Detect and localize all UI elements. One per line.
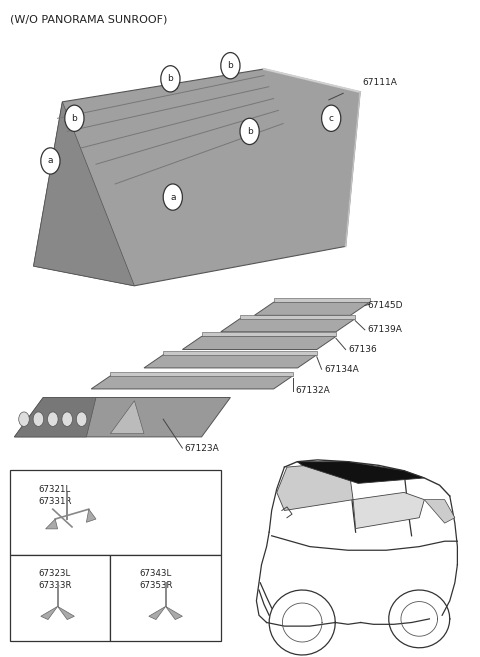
Polygon shape [277, 462, 353, 510]
Text: a: a [19, 478, 24, 487]
Circle shape [161, 66, 180, 92]
Polygon shape [182, 336, 336, 350]
Circle shape [62, 412, 72, 426]
Text: 67136: 67136 [348, 345, 377, 354]
Text: 67134A: 67134A [324, 365, 359, 374]
Text: b: b [228, 61, 233, 70]
Circle shape [240, 118, 259, 145]
Bar [110, 555, 221, 641]
Text: 67343L: 67343L [139, 569, 171, 578]
Polygon shape [254, 302, 370, 315]
Polygon shape [86, 509, 96, 522]
Circle shape [115, 556, 130, 578]
Text: 67139A: 67139A [367, 325, 402, 334]
Polygon shape [14, 397, 96, 437]
Text: 67333R: 67333R [38, 581, 72, 590]
Polygon shape [424, 500, 455, 523]
Circle shape [14, 472, 29, 493]
Polygon shape [166, 606, 182, 620]
Text: a: a [48, 156, 53, 166]
Polygon shape [14, 397, 230, 437]
Polygon shape [353, 493, 424, 528]
Polygon shape [163, 351, 317, 355]
Circle shape [41, 148, 60, 174]
Bar [10, 470, 221, 555]
Polygon shape [41, 606, 58, 620]
Bar [10, 555, 110, 641]
Polygon shape [297, 462, 424, 484]
Polygon shape [110, 401, 144, 434]
Polygon shape [240, 315, 355, 319]
Polygon shape [274, 298, 370, 302]
Circle shape [65, 105, 84, 131]
Polygon shape [202, 332, 336, 336]
Text: 67132A: 67132A [295, 386, 330, 396]
Text: 67111A: 67111A [362, 78, 397, 87]
Polygon shape [34, 69, 360, 286]
Polygon shape [149, 606, 166, 620]
Circle shape [163, 184, 182, 210]
Circle shape [48, 412, 58, 426]
Text: c: c [120, 562, 125, 572]
Polygon shape [58, 606, 74, 620]
Text: 67353R: 67353R [139, 581, 173, 590]
Polygon shape [110, 372, 293, 376]
Text: 67145D: 67145D [367, 301, 403, 310]
Circle shape [19, 412, 29, 426]
Text: b: b [19, 562, 24, 572]
Circle shape [322, 105, 341, 131]
Text: 67323L: 67323L [38, 569, 71, 578]
Polygon shape [144, 355, 317, 368]
Polygon shape [46, 519, 58, 529]
Text: a: a [170, 193, 176, 202]
Text: 67123A: 67123A [185, 443, 219, 453]
Circle shape [14, 556, 29, 578]
Circle shape [76, 412, 87, 426]
Text: (W/O PANORAMA SUNROOF): (W/O PANORAMA SUNROOF) [10, 14, 167, 24]
Polygon shape [221, 319, 355, 332]
Polygon shape [34, 102, 134, 286]
Circle shape [221, 53, 240, 79]
Text: b: b [72, 114, 77, 123]
Circle shape [33, 412, 44, 426]
Text: 67321L: 67321L [38, 485, 71, 494]
Polygon shape [91, 376, 293, 389]
Text: 67331R: 67331R [38, 497, 72, 506]
Text: c: c [329, 114, 334, 123]
Text: b: b [168, 74, 173, 83]
Text: b: b [247, 127, 252, 136]
